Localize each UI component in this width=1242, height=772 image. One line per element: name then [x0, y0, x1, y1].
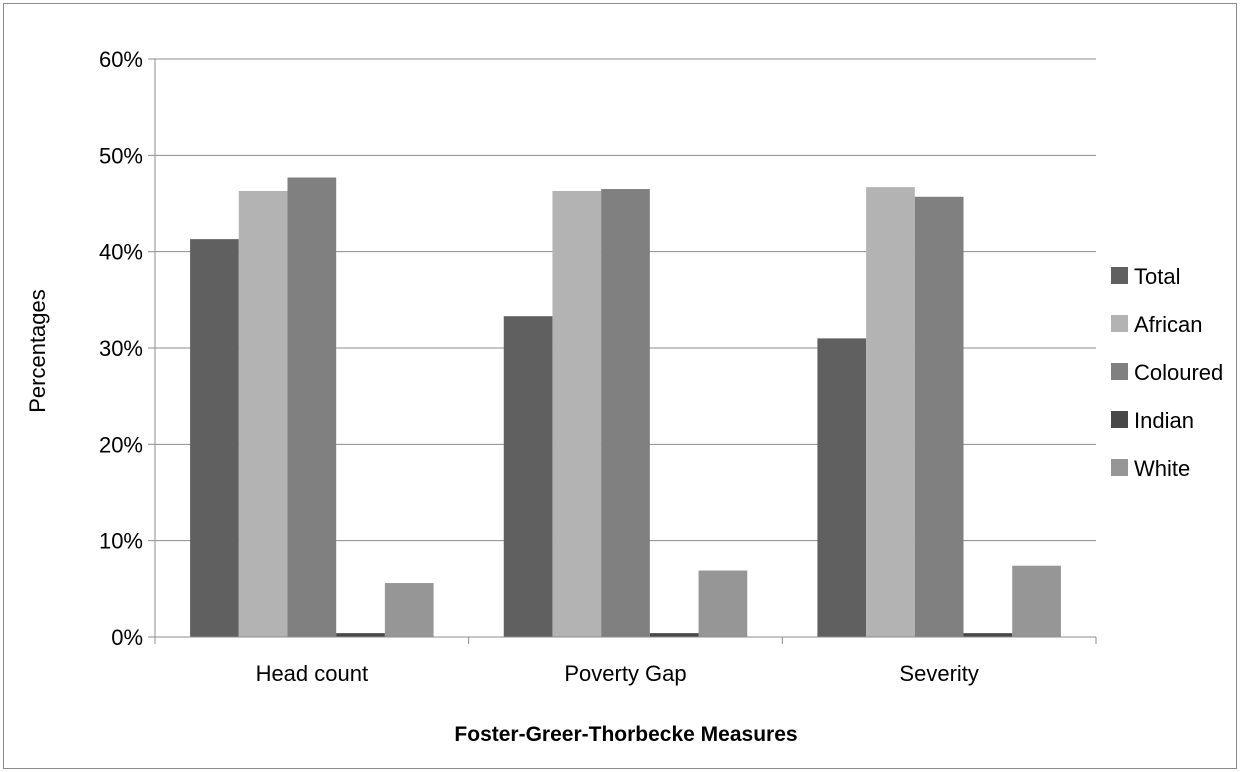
x-axis-label: Foster-Greer-Thorbecke Measures [454, 723, 797, 746]
bar-total-severity [817, 338, 867, 637]
bar-total-poverty-gap [503, 316, 553, 637]
y-tick-label: 30% [99, 336, 143, 361]
x-tick-label: Poverty Gap [564, 661, 686, 686]
y-tick-label: 0% [111, 625, 143, 650]
y-tick-label: 50% [99, 143, 143, 168]
y-axis-label: Percentages [25, 289, 50, 413]
bar-african-severity [866, 187, 915, 637]
bar-coloured-poverty-gap [601, 189, 650, 638]
y-axis-ticks: 0% 10% 20% 30% 40% 50% 60% [99, 47, 155, 650]
legend-swatch [1111, 411, 1128, 428]
x-axis-ticks: Head count Poverty Gap Severity [154, 637, 1097, 686]
bar-white-poverty-gap [698, 570, 748, 637]
bar-white-head-count [384, 583, 434, 637]
legend-swatch [1111, 459, 1128, 476]
bar-coloured-head-count [287, 177, 337, 638]
chart-frame [3, 3, 1237, 769]
bar-indian-poverty-gap [649, 633, 699, 637]
legend-swatch [1111, 315, 1128, 332]
bar-coloured-severity [914, 196, 964, 638]
y-tick-label: 40% [99, 240, 143, 265]
legend-label: African [1134, 312, 1202, 337]
legend-label: White [1134, 456, 1190, 481]
y-tick-label: 60% [99, 47, 143, 72]
bar-white-severity [1012, 565, 1061, 637]
x-tick-label: Head count [256, 661, 369, 686]
bar-total-head-count [190, 239, 239, 638]
y-tick-label: 20% [99, 432, 143, 457]
bar-african-head-count [238, 190, 288, 637]
legend-label: Coloured [1134, 360, 1223, 385]
axes [154, 59, 1096, 638]
bar-indian-severity [963, 633, 1013, 637]
legend-swatch [1111, 267, 1128, 284]
legend-label: Indian [1134, 408, 1194, 433]
bar-indian-head-count [336, 633, 385, 637]
bars [190, 177, 1061, 638]
x-tick-label: Severity [899, 661, 978, 686]
legend-swatch [1111, 363, 1128, 380]
y-tick-label: 10% [99, 529, 143, 554]
legend-label: Total [1134, 264, 1180, 289]
bar-african-poverty-gap [552, 190, 602, 637]
legend: Total African Coloured Indian White [1111, 264, 1223, 481]
